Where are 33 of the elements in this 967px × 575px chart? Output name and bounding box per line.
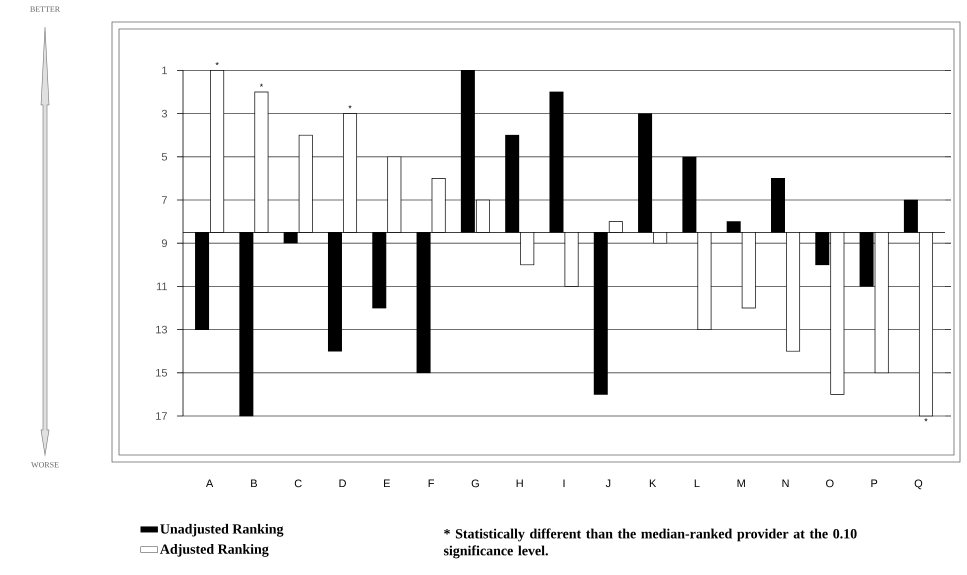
x-tick-label: I [564,480,565,488]
y-tick-label: 11 [156,282,167,290]
x-tick-label: L [694,480,700,488]
y-tick-label: 5 [162,152,168,161]
x-tick-label: J [606,480,610,488]
x-tick-label: G [472,480,479,488]
annotation: * [216,62,219,66]
x-tick-label: D [339,480,346,488]
x-tick-label: B [251,480,257,488]
x-tick-label: C [294,480,302,488]
text: * Statistically different than the median-ranked provider at the 0.10 significance level. [444,528,857,558]
y-tick-label: 9 [162,239,167,248]
x-tick-label: M [738,480,745,488]
y-tick-label: 13 [156,326,168,334]
legend-label: Unadjusted Ranking [160,524,284,537]
y-tick-label: 15 [156,368,168,377]
annotation: * [348,105,352,108]
y-tick-label: 7 [162,196,167,204]
x-tick-label: A [206,480,214,488]
x-tick-label: N [782,480,789,488]
y-tick-label: 1 [162,66,167,74]
x-tick-label: Q [914,480,922,490]
x-tick-label: F [428,480,434,488]
x-tick-label: O [826,480,834,488]
legend-label: Adjusted Ranking [160,544,269,557]
x-tick-label: H [516,480,523,488]
x-tick-label: P [871,480,878,488]
x-tick-label: K [650,480,656,488]
x-tick-label: E [384,480,390,488]
annotation: * [924,418,928,422]
y-tick-label: 17 [156,412,167,420]
annotation: * [260,84,264,87]
y-tick-label: 3 [162,110,168,118]
